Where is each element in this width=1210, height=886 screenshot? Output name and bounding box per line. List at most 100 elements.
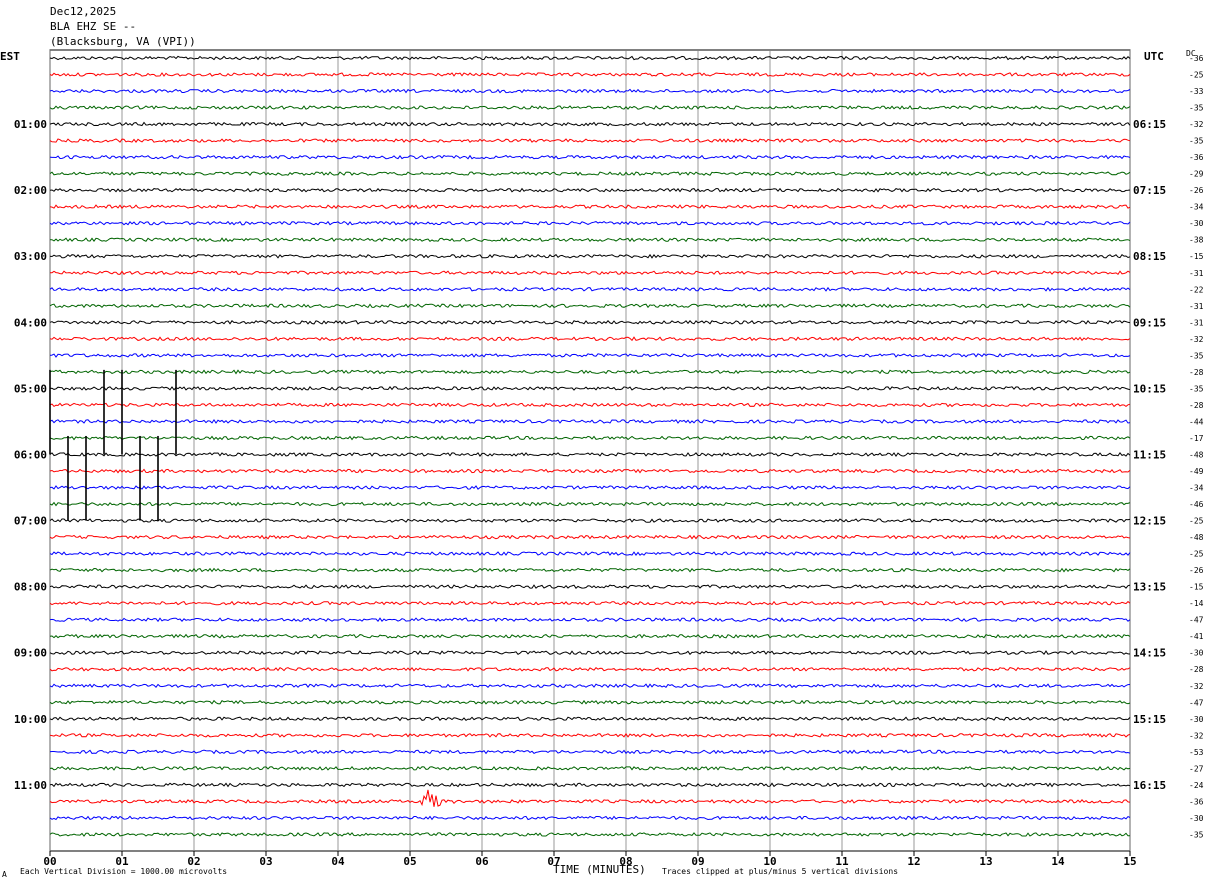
dc-offset-label: -31 xyxy=(1189,269,1204,278)
x-tick-label: 02 xyxy=(187,855,200,868)
trace-7 xyxy=(49,171,1131,177)
dc-offset-label: -33 xyxy=(1189,87,1204,96)
trace-27 xyxy=(49,501,1131,507)
location-label: (Blacksburg, VA (VPI)) xyxy=(50,35,196,48)
trace-17 xyxy=(49,336,1131,342)
trace-12 xyxy=(49,253,1131,259)
left-hour-label: 06:00 xyxy=(14,448,47,461)
right-hour-label: 09:15 xyxy=(1133,316,1166,329)
trace-11 xyxy=(50,237,1131,243)
trace-41 xyxy=(49,732,1131,738)
scale-note: Each Vertical Division = 1000.00 microvo… xyxy=(20,867,228,876)
dc-offset-label: -31 xyxy=(1189,302,1204,311)
right-axis-title: UTC xyxy=(1144,50,1164,63)
x-tick-label: 03 xyxy=(259,855,272,868)
trace-39 xyxy=(49,699,1131,705)
trace-21 xyxy=(49,402,1131,408)
dc-offset-label: -35 xyxy=(1189,351,1204,360)
left-hour-label: 04:00 xyxy=(14,316,47,329)
trace-18 xyxy=(49,353,1131,358)
x-tick-label: 01 xyxy=(115,855,129,868)
trace-22 xyxy=(49,418,1131,424)
trace-30 xyxy=(49,551,1131,556)
x-tick-label: 14 xyxy=(1051,855,1065,868)
dc-title: DC xyxy=(1186,49,1196,58)
dc-offset-label: -44 xyxy=(1189,417,1204,426)
dc-offset-label: -26 xyxy=(1189,566,1204,575)
dc-offset-label: -28 xyxy=(1189,401,1204,410)
left-hour-label: 01:00 xyxy=(14,118,47,131)
dc-offset-label: -36 xyxy=(1189,153,1204,162)
left-axis-title: EST xyxy=(0,50,20,63)
x-tick-label: 05 xyxy=(403,855,416,868)
dc-offset-label: -53 xyxy=(1189,748,1204,757)
trace-33 xyxy=(49,600,1131,606)
left-hour-label: 02:00 xyxy=(14,184,47,197)
trace-34 xyxy=(49,617,1131,623)
dc-offset-label: -15 xyxy=(1189,583,1204,592)
trace-31 xyxy=(49,567,1131,573)
trace-45 xyxy=(49,789,1131,807)
dc-offset-label: -14 xyxy=(1189,599,1204,608)
plot-frame xyxy=(49,49,1131,852)
right-hour-label: 13:15 xyxy=(1133,581,1166,594)
dc-offset-label: -36 xyxy=(1189,797,1204,806)
trace-group xyxy=(49,55,1131,837)
dc-offset-label: -28 xyxy=(1189,665,1204,674)
trace-43 xyxy=(49,766,1131,771)
dc-offset-label: -34 xyxy=(1189,484,1204,493)
left-hour-label: 08:00 xyxy=(14,581,47,594)
trace-6 xyxy=(49,154,1131,160)
trace-46 xyxy=(49,815,1131,821)
trace-13 xyxy=(49,270,1131,276)
left-hour-label: 11:00 xyxy=(14,779,47,792)
trace-9 xyxy=(49,204,1131,210)
dc-offset-label: -30 xyxy=(1189,814,1204,823)
trace-19 xyxy=(49,369,1131,375)
dc-offset-label: -25 xyxy=(1189,550,1204,559)
station-label: BLA EHZ SE -- xyxy=(50,20,137,33)
dc-offset-label: -35 xyxy=(1189,104,1204,113)
dc-offset-label: -48 xyxy=(1189,533,1204,542)
clip-note: Traces clipped at plus/minus 5 vertical … xyxy=(662,867,899,876)
trace-37 xyxy=(49,666,1131,672)
x-tick-label: 07 xyxy=(547,855,560,868)
trace-10 xyxy=(49,220,1131,226)
dc-offset-label: -32 xyxy=(1189,731,1204,740)
date-label: Dec12,2025 xyxy=(50,5,117,18)
x-tick-label: 09 xyxy=(691,855,704,868)
x-tick-label: 10 xyxy=(763,855,776,868)
dc-offset-label: -24 xyxy=(1189,781,1204,790)
axis-labels: 00 01 02 03 04 05 06 07 08 09 10 11 12 13 14 15 -36 -25 -3… xyxy=(14,54,1204,868)
trace-23 xyxy=(49,435,1131,441)
dc-offset-label: -35 xyxy=(1189,384,1204,393)
right-hour-label: 07:15 xyxy=(1133,184,1166,197)
dc-offset-label: -32 xyxy=(1189,335,1204,344)
grid-lines xyxy=(49,49,1131,856)
trace-36 xyxy=(49,650,1131,656)
x-tick-label: 00 xyxy=(43,855,56,868)
dc-offset-label: -47 xyxy=(1189,698,1204,707)
left-hour-label: 07:00 xyxy=(14,515,47,528)
trace-28 xyxy=(49,518,1131,523)
left-hour-label: 09:00 xyxy=(14,647,47,660)
right-hour-label: 10:15 xyxy=(1133,382,1166,395)
x-tick-label: 04 xyxy=(331,855,345,868)
right-hour-label: 08:15 xyxy=(1133,250,1166,263)
trace-16 xyxy=(49,319,1131,325)
x-tick-label: 13 xyxy=(979,855,992,868)
dc-offset-label: -47 xyxy=(1189,616,1204,625)
x-axis-title: TIME (MINUTES) xyxy=(553,863,646,876)
dc-offset-label: -36 xyxy=(1189,54,1204,63)
dc-offset-label: -27 xyxy=(1189,764,1204,773)
trace-0 xyxy=(49,55,1131,61)
trace-8 xyxy=(49,187,1131,193)
trace-5 xyxy=(49,138,1131,143)
right-hour-label: 15:15 xyxy=(1133,713,1166,726)
dc-offset-label: -49 xyxy=(1189,467,1204,476)
trace-14 xyxy=(49,286,1131,292)
dc-offset-label: -41 xyxy=(1189,632,1204,641)
right-hour-label: 11:15 xyxy=(1133,448,1166,461)
dc-offset-label: -25 xyxy=(1189,517,1204,526)
